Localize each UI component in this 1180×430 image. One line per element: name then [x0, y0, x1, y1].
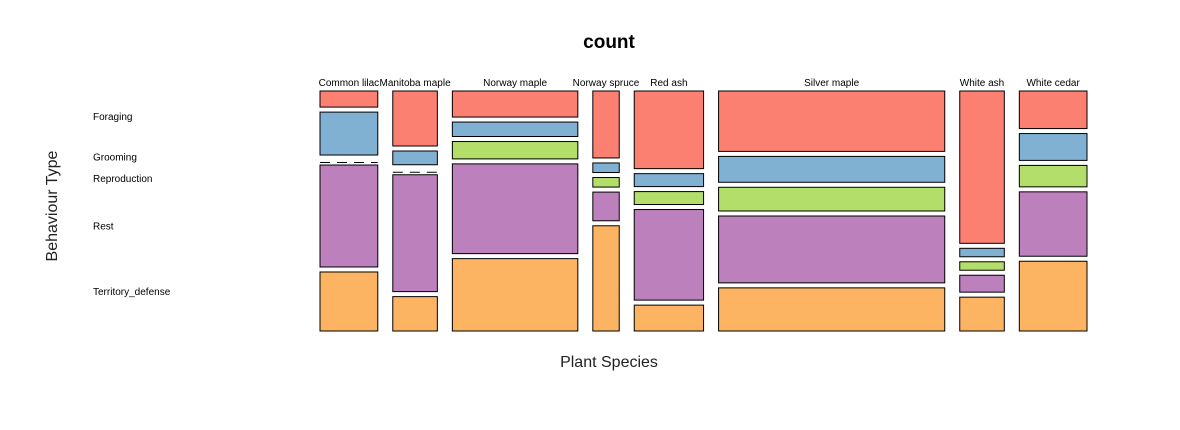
x-axis-label: Plant Species [560, 354, 658, 371]
tile-red-ash-rest [633, 209, 705, 301]
tile-norway-spruce-grooming [592, 162, 620, 174]
tile-white-cedar-grooming [1018, 133, 1088, 161]
tile-silver-maple-rest [718, 215, 946, 284]
tile-white-ash-grooming [959, 247, 1005, 258]
row-label-grooming: Grooming [93, 152, 137, 163]
column-label-norway-maple: Norway maple [483, 78, 547, 89]
tile-norway-spruce-territory-defense [592, 225, 620, 332]
tile-manitoba-maple-territory-defense [392, 296, 438, 332]
tile-red-ash-grooming [633, 173, 705, 188]
column-label-silver-maple: Silver maple [804, 78, 859, 89]
tile-norway-maple-territory-defense [451, 258, 579, 332]
tile-red-ash-reproduction [633, 191, 705, 206]
tile-norway-maple-grooming [451, 121, 579, 138]
tile-white-cedar-foraging [1018, 90, 1088, 130]
tile-red-ash-territory-defense [633, 304, 705, 332]
y-axis-label: Behaviour Type [44, 150, 61, 261]
tile-norway-spruce-foraging [592, 90, 620, 159]
column-label-red-ash: Red ash [650, 78, 687, 89]
tile-norway-spruce-reproduction [592, 177, 620, 188]
tile-manitoba-maple-grooming [392, 150, 438, 166]
tile-norway-spruce-rest [592, 191, 620, 222]
column-labels: Common lilac Manitoba maple Norway maple No… [319, 78, 1081, 89]
tile-white-ash-territory-defense [959, 296, 1005, 332]
tile-red-ash-foraging [633, 90, 705, 170]
tile-silver-maple-foraging [718, 90, 946, 152]
mosaic-tiles [319, 90, 1088, 332]
tile-norway-maple-reproduction [451, 141, 579, 160]
tile-common-lilac-rest [319, 164, 379, 268]
tile-white-cedar-territory-defense [1018, 260, 1088, 332]
tile-manitoba-maple-foraging [392, 90, 438, 147]
column-label-white-ash: White ash [960, 78, 1004, 89]
tile-white-cedar-rest [1018, 191, 1088, 257]
tile-norway-maple-rest [451, 163, 579, 255]
row-label-foraging: Foraging [93, 112, 132, 123]
tile-white-cedar-reproduction [1018, 164, 1088, 188]
chart-title: count [583, 32, 635, 53]
column-label-manitoba-maple: Manitoba maple [379, 78, 451, 89]
row-label-rest: Rest [93, 221, 114, 232]
row-label-territory-defense: Territory_defense [93, 287, 171, 298]
column-label-common-lilac: Common lilac [319, 78, 380, 89]
tile-white-ash-rest [959, 274, 1005, 293]
tile-common-lilac-grooming [319, 111, 379, 156]
tile-manitoba-maple-rest [392, 174, 438, 293]
column-label-white-cedar: White cedar [1026, 78, 1080, 89]
column-label-norway-spruce: Norway spruce [573, 78, 640, 89]
tile-norway-maple-foraging [451, 90, 579, 118]
tile-silver-maple-reproduction [718, 186, 946, 212]
tile-white-ash-foraging [959, 90, 1005, 244]
tile-common-lilac-territory-defense [319, 271, 379, 332]
tile-silver-maple-grooming [718, 155, 946, 183]
tile-white-ash-reproduction [959, 261, 1005, 271]
row-labels: Foraging Grooming Reproduction Rest Territor… [93, 112, 171, 298]
row-label-reproduction: Reproduction [93, 174, 152, 185]
tile-common-lilac-foraging [319, 90, 379, 108]
tile-silver-maple-territory-defense [718, 287, 946, 332]
